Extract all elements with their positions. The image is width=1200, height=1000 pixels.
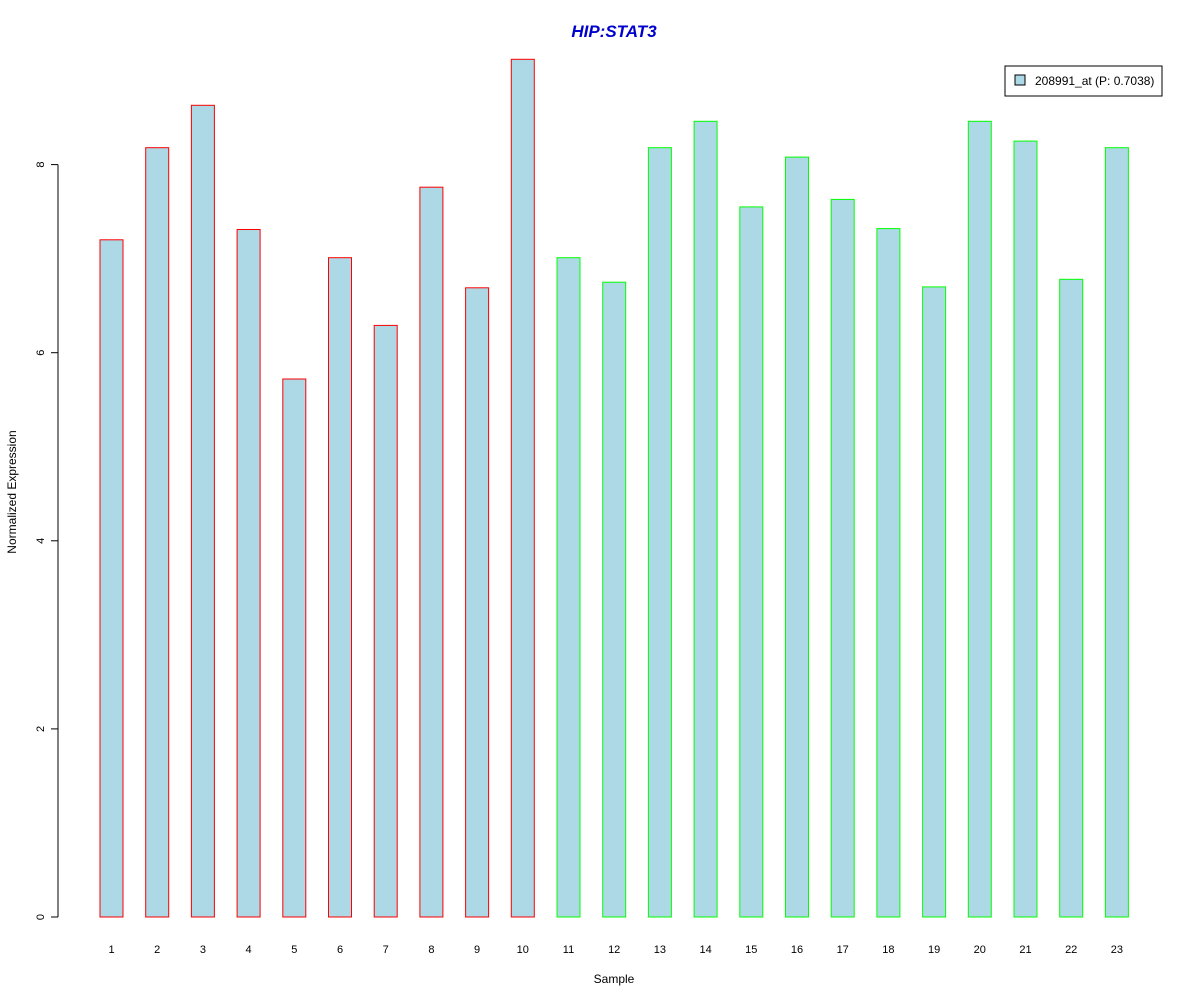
bars-group xyxy=(99,58,1129,918)
x-tick-label-4: 4 xyxy=(246,944,252,956)
bar-sample-10 xyxy=(510,58,535,918)
bar-sample-20 xyxy=(967,120,992,918)
bar-sample-16 xyxy=(785,156,809,918)
x-tick-label-13: 13 xyxy=(654,944,666,956)
x-tick-label-14: 14 xyxy=(699,944,711,956)
y-axis-label: Normalized Expression xyxy=(5,430,19,553)
y-tick-label-6: 6 xyxy=(35,350,47,356)
legend: 208991_at (P: 0.7038) xyxy=(1004,65,1163,97)
x-tick-label-1: 1 xyxy=(108,944,114,956)
bar-sample-4 xyxy=(236,229,261,918)
x-axis-tick-labels: 1 2 3 4 5 6 7 8 9 10 11 12 13 14 15 16 17 18 19 20 21 22 23 xyxy=(108,944,1123,956)
x-tick-label-12: 12 xyxy=(608,944,620,956)
y-axis: 0 2 4 6 8 xyxy=(35,162,59,920)
bar-sample-18 xyxy=(876,228,901,918)
bar-sample-7 xyxy=(373,324,398,918)
x-tick-label-8: 8 xyxy=(428,944,434,956)
legend-swatch xyxy=(1014,74,1026,86)
x-tick-label-23: 23 xyxy=(1111,944,1123,956)
bar-sample-21 xyxy=(1013,140,1038,918)
bar-sample-15 xyxy=(739,206,764,918)
y-tick-label-8: 8 xyxy=(35,162,47,168)
y-tick-label-4: 4 xyxy=(35,538,47,544)
chart-title: HIP:STAT3 xyxy=(571,22,657,41)
x-tick-label-18: 18 xyxy=(882,944,894,956)
x-tick-label-21: 21 xyxy=(1019,944,1031,956)
x-tick-label-15: 15 xyxy=(745,944,757,956)
x-tick-label-19: 19 xyxy=(928,944,940,956)
y-tick-label-2: 2 xyxy=(35,726,47,732)
x-tick-label-2: 2 xyxy=(154,944,160,956)
bar-sample-23 xyxy=(1104,147,1129,918)
legend-label: 208991_at (P: 0.7038) xyxy=(1035,74,1154,88)
bar-sample-22 xyxy=(1059,278,1084,918)
bar-sample-12 xyxy=(602,281,627,918)
bar-sample-11 xyxy=(556,257,581,918)
bar-sample-9 xyxy=(465,287,490,918)
x-tick-label-17: 17 xyxy=(837,944,849,956)
bar-sample-8 xyxy=(419,186,444,918)
bar-sample-2 xyxy=(145,147,170,918)
x-tick-label-6: 6 xyxy=(337,944,343,956)
bar-sample-6 xyxy=(328,257,352,918)
bar-sample-19 xyxy=(922,286,947,918)
bar-sample-5 xyxy=(282,378,307,918)
bar-sample-13 xyxy=(647,147,672,918)
x-tick-label-20: 20 xyxy=(974,944,986,956)
bar-sample-3 xyxy=(190,104,215,918)
x-tick-label-9: 9 xyxy=(474,944,480,956)
x-tick-label-7: 7 xyxy=(383,944,389,956)
x-tick-label-11: 11 xyxy=(563,944,574,956)
bar-sample-17 xyxy=(830,198,855,918)
bar-sample-1 xyxy=(99,239,124,918)
legend-box xyxy=(1004,65,1163,97)
x-tick-label-5: 5 xyxy=(291,944,297,956)
x-tick-label-16: 16 xyxy=(791,944,803,956)
x-tick-label-3: 3 xyxy=(200,944,206,956)
y-tick-label-0: 0 xyxy=(35,914,47,920)
x-tick-label-10: 10 xyxy=(517,944,529,956)
bar-sample-14 xyxy=(693,120,718,918)
x-tick-label-22: 22 xyxy=(1065,944,1077,956)
x-axis-label: Sample xyxy=(594,972,635,986)
